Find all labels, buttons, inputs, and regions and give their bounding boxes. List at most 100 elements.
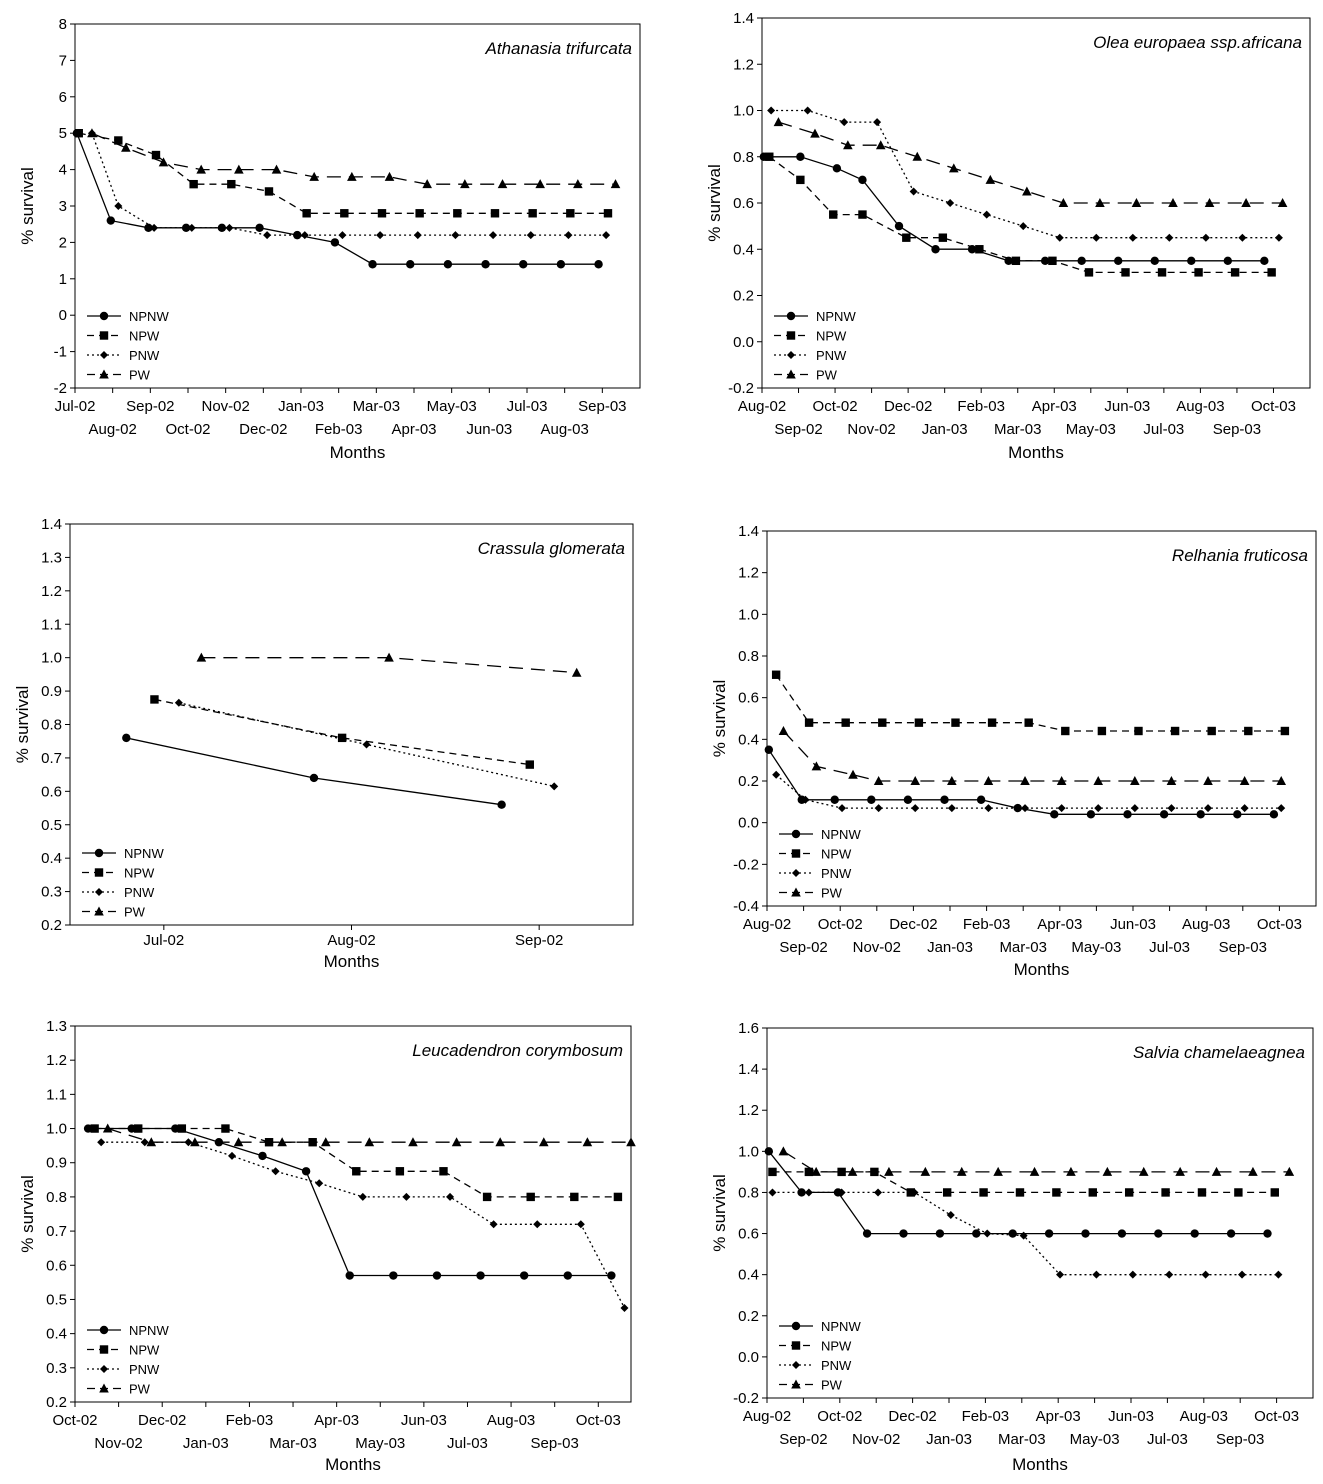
data-point bbox=[482, 1192, 492, 1202]
legend-marker bbox=[791, 1379, 801, 1389]
x-tick-label: Jun-03 bbox=[1108, 1408, 1154, 1425]
data-point bbox=[884, 1166, 894, 1176]
data-point bbox=[264, 187, 274, 196]
data-point bbox=[158, 157, 169, 167]
x-tick-label: Oct-02 bbox=[817, 1408, 862, 1425]
y-tick-label: 0.6 bbox=[41, 783, 62, 800]
x-tick-label: Feb-03 bbox=[957, 398, 1005, 415]
data-point bbox=[345, 1271, 354, 1280]
legend: NPNW NPW PNW PW bbox=[87, 309, 169, 383]
data-point bbox=[563, 1271, 572, 1280]
data-point bbox=[1019, 222, 1028, 231]
data-point bbox=[1203, 776, 1213, 785]
data-point bbox=[764, 745, 774, 754]
data-point bbox=[1138, 1166, 1149, 1176]
data-point bbox=[476, 1271, 485, 1280]
y-tick-label: 0.2 bbox=[738, 1308, 759, 1325]
x-tick-label: Sep-02 bbox=[126, 398, 174, 415]
x-tick-label: Jan-03 bbox=[927, 939, 973, 956]
y-tick-label: 1.1 bbox=[46, 1086, 67, 1103]
data-point bbox=[90, 1124, 99, 1133]
data-point bbox=[564, 231, 573, 240]
x-tick-label: Jan-03 bbox=[926, 1431, 972, 1448]
chart-panel-1: -2 -1 0 1 2 3 4 5 6 7 8 Jul-02 Aug-02 Sep-02 Oct-02 Nov… bbox=[18, 16, 641, 462]
data-point bbox=[97, 1138, 106, 1147]
data-point bbox=[271, 164, 282, 174]
chart-title: Salvia chamelaeagnea bbox=[1133, 1043, 1305, 1062]
data-point bbox=[187, 223, 196, 232]
data-point bbox=[903, 795, 913, 804]
data-point bbox=[495, 1137, 505, 1147]
data-point bbox=[894, 221, 904, 231]
x-tick-label: Aug-03 bbox=[1176, 398, 1224, 415]
data-point bbox=[83, 1124, 93, 1133]
series-npnw bbox=[122, 733, 506, 809]
data-point bbox=[150, 695, 159, 704]
data-point bbox=[1207, 726, 1216, 736]
data-point bbox=[402, 1192, 411, 1201]
y-tick-label: 0.6 bbox=[738, 1226, 759, 1243]
y-tick-label: 2 bbox=[59, 234, 67, 251]
data-point bbox=[976, 795, 986, 804]
data-point bbox=[1270, 1188, 1279, 1197]
data-point bbox=[979, 1188, 988, 1197]
data-point bbox=[764, 1147, 774, 1156]
data-point bbox=[1061, 726, 1070, 736]
data-point bbox=[535, 179, 545, 189]
data-point bbox=[1024, 718, 1033, 727]
data-point bbox=[1197, 1188, 1207, 1197]
data-point bbox=[225, 223, 234, 232]
x-axis-label: Months bbox=[330, 443, 386, 462]
x-tick-label: Jun-03 bbox=[1110, 916, 1156, 933]
y-tick-label: 0.8 bbox=[733, 149, 754, 166]
data-point bbox=[778, 726, 789, 735]
data-point bbox=[556, 260, 566, 269]
data-point bbox=[1269, 810, 1279, 819]
legend-marker bbox=[791, 1341, 801, 1350]
data-point bbox=[566, 209, 575, 218]
x-axis-label: Months bbox=[324, 952, 380, 971]
data-point bbox=[1244, 726, 1253, 736]
x-tick-label: Oct-03 bbox=[1251, 398, 1296, 415]
data-point bbox=[1277, 198, 1288, 207]
data-point bbox=[302, 209, 311, 218]
data-point bbox=[956, 1166, 967, 1176]
data-point bbox=[1056, 1270, 1065, 1279]
data-point bbox=[1004, 256, 1013, 266]
data-point bbox=[804, 1188, 813, 1197]
data-point bbox=[873, 776, 884, 785]
series-line bbox=[783, 730, 1282, 782]
x-tick-label: Mar-03 bbox=[353, 398, 401, 415]
x-tick-label: Jan-03 bbox=[278, 398, 324, 415]
data-point bbox=[1029, 1166, 1040, 1176]
data-point bbox=[1276, 776, 1287, 785]
y-tick-label: 1.2 bbox=[46, 1052, 67, 1069]
data-point bbox=[122, 733, 131, 743]
series-pw bbox=[102, 1123, 636, 1147]
x-tick-label: Apr-03 bbox=[1032, 398, 1077, 415]
data-point bbox=[811, 1166, 821, 1176]
data-point bbox=[1128, 233, 1137, 242]
legend-label: PW bbox=[129, 1382, 151, 1397]
y-tick-label: 0.2 bbox=[738, 773, 759, 790]
data-point bbox=[384, 171, 395, 181]
data-point bbox=[1128, 1270, 1137, 1279]
data-point bbox=[875, 140, 886, 150]
data-point bbox=[1196, 810, 1205, 819]
data-point bbox=[121, 142, 131, 152]
data-point bbox=[573, 179, 583, 189]
legend-marker bbox=[100, 1365, 108, 1373]
data-point bbox=[196, 164, 206, 174]
y-tick-label: 1 bbox=[59, 271, 67, 288]
data-point bbox=[1077, 256, 1086, 266]
plot-frame bbox=[766, 1027, 1314, 1399]
data-point bbox=[620, 1304, 629, 1312]
series-pnw bbox=[772, 770, 1286, 813]
data-point bbox=[804, 718, 814, 727]
series-npw bbox=[150, 695, 534, 769]
data-point bbox=[1168, 198, 1178, 207]
x-tick-label: Sep-02 bbox=[774, 421, 822, 438]
data-point bbox=[1086, 810, 1096, 819]
data-point bbox=[984, 804, 993, 813]
chart-title: Athanasia trifurcata bbox=[485, 39, 632, 58]
